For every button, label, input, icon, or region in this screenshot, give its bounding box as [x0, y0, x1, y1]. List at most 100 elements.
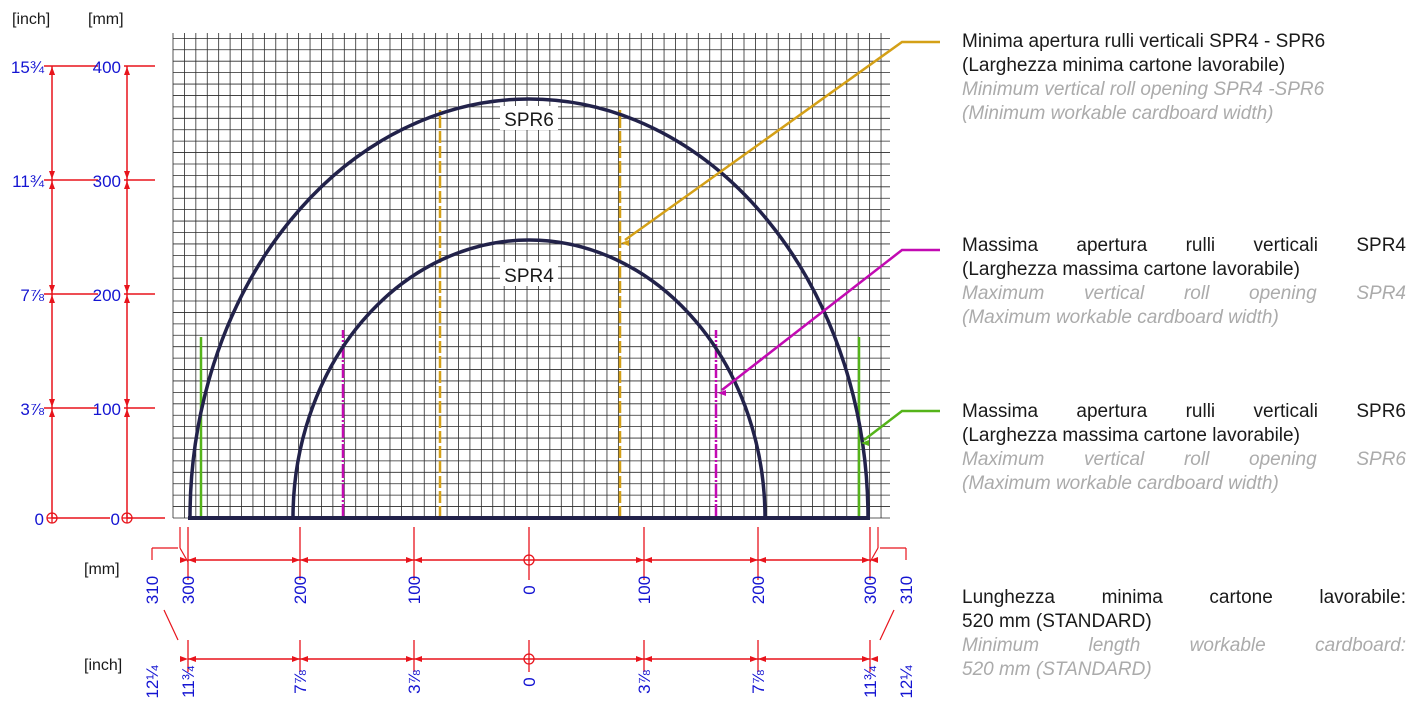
leader-lines [621, 40, 940, 446]
bottom-mm-unit: [mm] [84, 561, 120, 578]
left-mm-label: 200 [93, 286, 121, 305]
bottom-mm-arrow-back [292, 557, 300, 563]
bottom-inch-arrow-back [180, 656, 188, 662]
bottom-mm-arrow [188, 557, 196, 563]
bottom-mm-arrow-back [180, 557, 188, 563]
left-mm-label: 300 [93, 172, 121, 191]
spr4-label-bg [500, 262, 558, 286]
bottom-310-slant-lower [163, 609, 179, 641]
legend-max-spr6-en-line2: (Maximum workable cardboard width) [962, 473, 1279, 494]
max-spr4-arrow [718, 390, 726, 396]
left-inch-label: 0 [35, 510, 44, 529]
legend-max-spr6-en-line1: Maximum vertical roll opening SPR6 [962, 449, 1406, 470]
min-opening-leader [624, 40, 940, 242]
bottom-mm-label: 310 [143, 576, 162, 604]
left-inch-unit: [inch] [12, 11, 50, 28]
spr6-label: SPR6 [504, 110, 554, 131]
bottom-mm-label: 300 [861, 576, 880, 604]
bottom-mm-arrow-back [870, 557, 878, 563]
bottom-mm-label: 200 [749, 576, 768, 604]
spr6-arc [188, 97, 870, 519]
bottom-inch-arrow-back [292, 656, 300, 662]
spr6-label-bg [500, 106, 558, 130]
left-inch-arrow-down [49, 285, 55, 293]
bottom-mm-arrow [750, 557, 758, 563]
left-mm-arrow-down [124, 399, 130, 407]
bottom-inch-arrow [862, 656, 870, 662]
legend-min-opening-en-line1: Minimum vertical roll opening SPR4 -SPR6 [962, 79, 1325, 100]
bottom-inch-label: 12¼ [897, 665, 916, 699]
left-mm-arrow-up [124, 295, 130, 303]
spr4-arc [291, 238, 767, 519]
bottom-mm-arrow-back [406, 557, 414, 563]
left-mm-arrow-up [124, 409, 130, 417]
bottom-mm-arrow [636, 557, 644, 563]
dimension-lines [44, 65, 907, 672]
left-inch-label: 11¾ [12, 172, 45, 191]
legend-min-opening-it-line2: (Larghezza minima cartone lavorabile) [962, 55, 1286, 76]
bottom-inch-label: 7⅞ [749, 669, 768, 693]
opening-guides [199, 110, 861, 518]
left-mm-label: 400 [93, 58, 121, 77]
min-opening-arrow [621, 240, 629, 246]
left-mm-arrow-down [124, 171, 130, 179]
bottom-mm-arrow [862, 557, 870, 563]
legend-max-spr4-it-line1: Massima apertura rulli verticali SPR4 [962, 235, 1406, 256]
bottom-mm-arrow [414, 557, 422, 563]
bottom-mm-label: 100 [635, 576, 654, 604]
bottom-mm-origin [523, 554, 535, 566]
left-mm-arrow-up [124, 67, 130, 75]
bottom-inch-arrow-back [758, 656, 766, 662]
left-mm-label: 100 [93, 400, 121, 419]
bottom-mm-arrow-back [758, 557, 766, 563]
left-mm-arrow-up [124, 181, 130, 189]
bottom-inch-unit: [inch] [84, 657, 122, 674]
left-mm-label: 0 [111, 510, 120, 529]
bottom-mm-label: 0 [520, 585, 539, 594]
left-inch-arrow-up [49, 409, 55, 417]
bottom-inch-arrow-back [644, 656, 652, 662]
left-inch-arrow-down [49, 171, 55, 179]
legend-max-spr4-en-line1: Maximum vertical roll opening SPR4 [962, 283, 1406, 304]
left-inch-arrow-up [49, 295, 55, 303]
bottom-mm-label: 300 [179, 576, 198, 604]
legend-max-spr4: Massima apertura rulli verticali SPR4 (L… [962, 234, 1406, 330]
legend-max-spr4-en-line2: (Maximum workable cardboard width) [962, 307, 1279, 328]
legend-min-length-it-line1: Lunghezza minima cartone lavorabile: [962, 587, 1406, 608]
bottom-inch-arrow [414, 656, 422, 662]
bottom-inch-arrow [300, 656, 308, 662]
max-spr6-leader [863, 409, 940, 441]
bottom-inch-arrow-back [406, 656, 414, 662]
left-inch-label: 7⅞ [20, 286, 44, 305]
legend-max-spr4-it-line2: (Larghezza massima cartone lavorabile) [962, 259, 1300, 280]
bottom-mm-arrow [300, 557, 308, 563]
left-inch-arrow-top [49, 67, 55, 75]
bottom-inch-arrow [636, 656, 644, 662]
legend-min-length-en-line1: Minimum length workable cardboard: [962, 635, 1406, 656]
bottom-inch-label: 3⅞ [635, 669, 654, 693]
legend-max-spr6-it-line2: (Larghezza massima cartone lavorabile) [962, 425, 1300, 446]
roll-opening-diagram: SPR6 SPR4 [inch] [mm] 15¾ 400 11¾ 300 7⅞ 200 3⅞ 100… [11, 11, 940, 699]
legend-min-opening-it-line1: Minima apertura rulli verticali SPR4 - S… [962, 31, 1326, 52]
max-spr6-arrow [861, 440, 869, 446]
grid [172, 33, 890, 519]
legend-min-opening: Minima apertura rulli verticali SPR4 - S… [962, 30, 1406, 126]
bottom-310-slant [869, 547, 879, 563]
legend-min-length-en-line2: 520 mm (STANDARD) [962, 659, 1152, 680]
bottom-inch-origin [523, 653, 535, 665]
legend-min-opening-en-line2: (Minimum workable cardboard width) [962, 103, 1274, 124]
left-inch-arrow-up [49, 181, 55, 189]
bottom-310-slant-lower [879, 609, 895, 641]
left-mm-unit: [mm] [88, 11, 124, 28]
bottom-mm-label: 310 [897, 576, 916, 604]
max-spr4-leader [721, 248, 940, 391]
bottom-inch-label: 0 [520, 677, 539, 686]
spr4-label: SPR4 [504, 266, 554, 287]
left-inch-label: 15¾ [11, 58, 45, 77]
legend-min-length: Lunghezza minima cartone lavorabile: 520… [962, 586, 1406, 682]
legend-max-spr6-it-line1: Massima apertura rulli verticali SPR6 [962, 401, 1406, 422]
bottom-inch-arrow [188, 656, 196, 662]
bottom-inch-label: 11¾ [861, 665, 880, 698]
legend-min-length-it-line2: 520 mm (STANDARD) [962, 611, 1152, 632]
bottom-mm-arrow-back [644, 557, 652, 563]
